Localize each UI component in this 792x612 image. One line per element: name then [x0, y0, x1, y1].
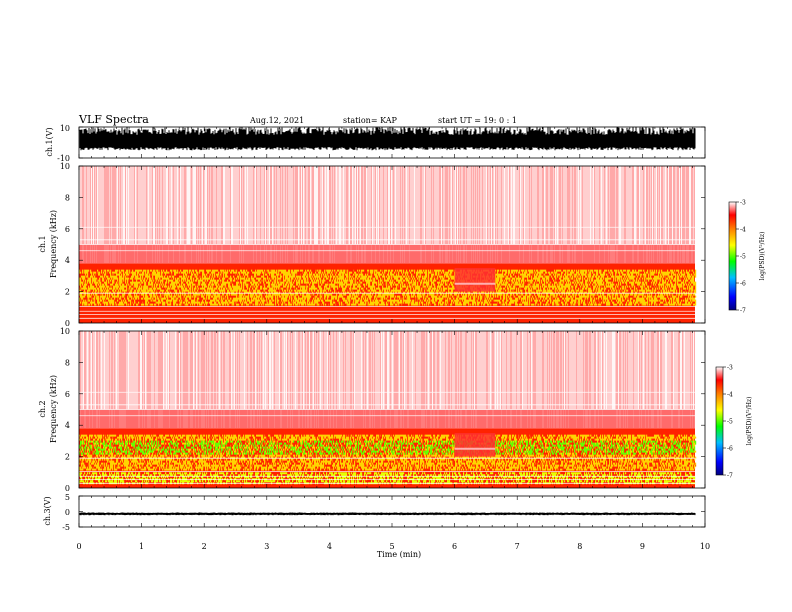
ch2-spectrogram-ytick-labels: 0 2 4 6 8 10: [60, 327, 70, 493]
x-tick-label: 6: [452, 542, 457, 551]
ch1-colorbar-label: log(PSD)(V²/Hz): [759, 232, 766, 281]
spectrogram-yellow-band: [79, 472, 696, 485]
ch1-spectrogram-ylabel-line2: Frequency (kHz): [49, 210, 58, 278]
ch2-spectrogram-panel: 0 2 4 6 8 10 ch.2 Frequency (kHz): [38, 327, 706, 493]
y-tick-label: 2: [65, 453, 70, 462]
colorbar-tick-label: -3: [727, 365, 733, 372]
x-tick-label: 1: [139, 542, 144, 551]
ch1-spectrogram-ylabel-line1: ch.1: [38, 235, 47, 252]
x-tick-label: 9: [640, 542, 645, 551]
spectrogram-gap-patch: [454, 433, 496, 457]
colorbar-tick-label: -5: [727, 419, 733, 426]
x-tick-label: 4: [327, 542, 332, 551]
y-tick-label: 10: [60, 327, 70, 336]
ch1-colorbar: -3 -4 -5 -6 -7 log(PSD)(V²/Hz): [728, 200, 766, 315]
ch1-spectrogram-image: [79, 166, 697, 323]
ch2-spectrogram-image: [79, 331, 697, 488]
ch3-ytick-bottom: -5: [62, 523, 70, 532]
colorbar-tick-label: -6: [740, 281, 746, 288]
spectrogram-streaks: [79, 166, 691, 245]
ch1-ytick-bottom: -10: [57, 154, 70, 163]
spectrogram-streaks: [83, 331, 696, 410]
y-tick-label: 4: [65, 256, 70, 265]
ch3-ytick-mid: 0: [65, 508, 70, 517]
x-tick-label: 10: [700, 542, 710, 551]
ch3-waveform-trace: [79, 512, 696, 516]
ch1-waveform-trace: [79, 127, 696, 151]
x-tick-label: 8: [577, 542, 582, 551]
ch2-colorbar: -3 -4 -5 -6 -7 log(PSD)(V²/Hz): [715, 365, 753, 480]
station-label: station= KAP: [343, 116, 398, 125]
colorbar-tick-label: -7: [740, 308, 746, 315]
ch2-colorbar-tick-labels: -3 -4 -5 -6 -7: [723, 365, 733, 480]
y-tick-label: 4: [65, 421, 70, 430]
x-tick-label: 0: [76, 542, 81, 551]
x-tick-label: 7: [515, 542, 520, 551]
spectrogram-orange-speckle: [79, 434, 697, 471]
ch2-spectrogram-ylabel-line2: Frequency (kHz): [49, 375, 58, 443]
spectrogram-gap-patch: [454, 268, 496, 292]
figure-title: VLF Spectra: [78, 113, 149, 126]
ch1-waveform-ticks: [78, 126, 706, 159]
ch3-waveform-ticks: [78, 495, 706, 528]
time-axis-tick-labels: 0 1 2 3 4 5 6 7 8 9 10: [76, 542, 710, 551]
colorbar-tick-label: -3: [740, 200, 746, 207]
ch1-waveform-line: [79, 127, 696, 151]
date-label: Aug.12, 2021: [249, 116, 304, 125]
ch3-waveform-panel: 5 0 -5 ch.3(V): [43, 493, 706, 532]
ch1-colorbar-tick-labels: -3 -4 -5 -6 -7: [736, 200, 746, 315]
ch3-waveform-line: [79, 512, 696, 516]
spectrogram-streaks: [82, 166, 695, 264]
ch1-spectrogram-ytick-labels: 0 2 4 6 8 10: [60, 162, 70, 328]
spectrogram-yellow-band: [79, 269, 697, 306]
y-tick-label: 2: [65, 288, 70, 297]
y-tick-label: 0: [65, 484, 70, 493]
ch3-waveform-ylabel: ch.3(V): [43, 496, 52, 525]
ch2-colorbar-gradient: [715, 366, 724, 476]
start-time-label: start UT = 19: 0 : 1: [438, 116, 517, 125]
ch2-spectrogram-ylabel-line1: ch.2: [38, 400, 47, 417]
ch2-spectrogram-ticks: [78, 330, 706, 489]
time-axis-label: Time (min): [377, 550, 421, 559]
ch3-waveform-frame: [78, 495, 706, 528]
y-tick-label: 0: [65, 319, 70, 328]
ch1-colorbar-gradient: [728, 201, 737, 311]
spectrogram-green-band: [79, 440, 697, 455]
ch1-spectrogram-ticks: [78, 165, 706, 324]
x-tick-label: 5: [389, 542, 394, 551]
ch1-waveform-ylabel: ch.1(V): [45, 127, 54, 156]
y-tick-label: 6: [65, 225, 70, 234]
colorbar-tick-label: -5: [740, 254, 746, 261]
ch3-ytick-top: 5: [65, 493, 70, 502]
spectrogram-yellow-band: [79, 434, 697, 471]
ch1-ytick-top: 10: [60, 124, 70, 133]
x-tick-label: 3: [264, 542, 269, 551]
ch1-waveform-panel: 10 -10 ch.1(V): [45, 124, 706, 163]
colorbar-tick-label: -7: [727, 473, 733, 480]
y-tick-label: 6: [65, 390, 70, 399]
colorbar-tick-label: -4: [727, 392, 733, 399]
spectrogram-orange-speckle: [79, 269, 695, 306]
x-tick-label: 2: [202, 542, 207, 551]
colorbar-tick-label: -6: [727, 446, 733, 453]
spectrogram-streaks: [80, 331, 695, 429]
y-tick-label: 10: [60, 162, 70, 171]
ch2-colorbar-label: log(PSD)(V²/Hz): [746, 397, 753, 446]
ch1-spectrogram-panel: 0 2 4 6 8 10 ch.1 Frequency (kHz): [38, 162, 706, 328]
y-tick-label: 8: [65, 358, 70, 367]
y-tick-label: 8: [65, 193, 70, 202]
colorbar-tick-label: -4: [740, 227, 746, 234]
